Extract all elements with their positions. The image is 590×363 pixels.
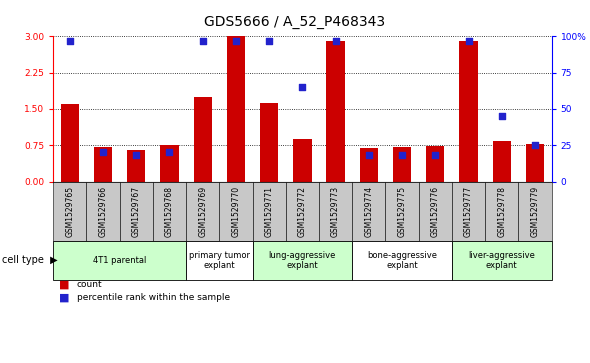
Text: GSM1529765: GSM1529765 [65,186,74,237]
Text: cell type  ▶: cell type ▶ [2,256,57,265]
Text: percentile rank within the sample: percentile rank within the sample [77,293,230,302]
Text: ■: ■ [59,293,70,303]
Text: liver-aggressive
explant: liver-aggressive explant [468,251,535,270]
Text: count: count [77,281,102,289]
Point [132,152,141,158]
Text: GSM1529773: GSM1529773 [331,186,340,237]
Point [264,38,274,44]
Text: GSM1529774: GSM1529774 [365,186,373,237]
Bar [426,146,444,182]
Text: GSM1529767: GSM1529767 [132,186,140,237]
Point [165,150,174,155]
Point [297,84,307,90]
Bar [393,147,411,182]
Text: 4T1 parental: 4T1 parental [93,256,146,265]
Point [65,38,74,44]
Text: GSM1529772: GSM1529772 [298,186,307,237]
Text: GSM1529779: GSM1529779 [530,186,539,237]
Bar [326,41,345,182]
Point [331,38,340,44]
Point [198,38,207,44]
Text: bone-aggressive
explant: bone-aggressive explant [367,251,437,270]
Point [397,152,407,158]
Text: lung-aggressive
explant: lung-aggressive explant [268,251,336,270]
Text: ■: ■ [59,280,70,290]
Point [464,38,473,44]
Point [530,142,540,148]
Text: primary tumor
explant: primary tumor explant [189,251,250,270]
Point [364,152,373,158]
Text: GSM1529766: GSM1529766 [99,186,107,237]
Text: GSM1529778: GSM1529778 [497,186,506,237]
Bar [194,97,212,182]
Point [98,150,107,155]
Bar [360,148,378,182]
Bar [493,141,511,182]
Bar [94,147,112,182]
Text: GSM1529769: GSM1529769 [198,186,207,237]
Point [231,38,241,44]
Bar [526,144,544,182]
Bar [293,139,312,182]
Bar [61,104,79,182]
Text: GSM1529777: GSM1529777 [464,186,473,237]
Text: GSM1529771: GSM1529771 [265,186,274,237]
Point [497,113,506,119]
Text: GSM1529768: GSM1529768 [165,186,174,237]
Text: GSM1529776: GSM1529776 [431,186,440,237]
Bar [160,145,179,182]
Point [431,152,440,158]
Text: GSM1529770: GSM1529770 [231,186,240,237]
Bar [227,36,245,182]
Bar [260,103,278,182]
Text: GSM1529775: GSM1529775 [398,186,407,237]
Text: GDS5666 / A_52_P468343: GDS5666 / A_52_P468343 [205,15,385,29]
Bar [460,41,478,182]
Bar [127,150,145,182]
